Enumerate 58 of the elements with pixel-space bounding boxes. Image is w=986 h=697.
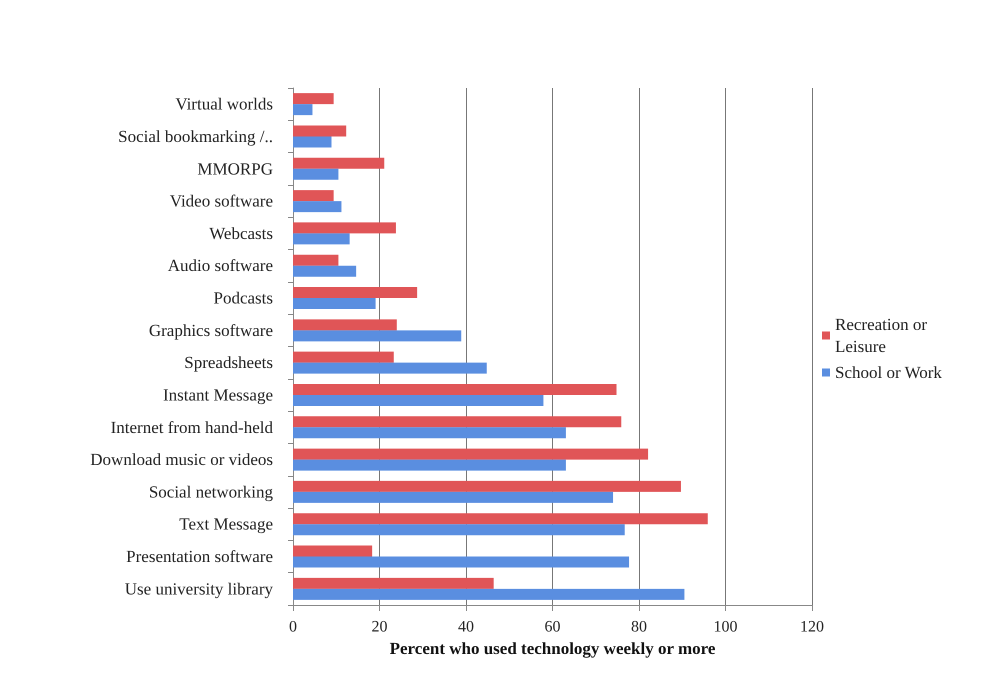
- bar: [293, 168, 338, 180]
- x-tick-label: 20: [372, 618, 388, 636]
- y-tick-label: Social bookmarking /..: [118, 126, 273, 146]
- bar: [293, 136, 332, 148]
- y-tick-label: Download music or videos: [90, 450, 273, 470]
- bar: [293, 588, 684, 600]
- bar: [293, 394, 544, 406]
- bar: [293, 448, 648, 460]
- bar: [293, 524, 625, 536]
- bar: [293, 384, 617, 395]
- y-tick-label: Internet from hand-held: [110, 418, 274, 437]
- x-tick-label: 80: [631, 618, 647, 636]
- bar: [293, 201, 342, 212]
- y-tick-label: Video software: [170, 192, 273, 211]
- bar: [293, 190, 334, 202]
- x-axis-title: Percent who used technology weekly or more: [390, 638, 716, 658]
- y-tick-label: Social networking: [148, 482, 274, 502]
- bar: [293, 556, 630, 568]
- bar: [293, 233, 350, 244]
- y-tick-label: Graphics software: [148, 320, 273, 340]
- bar: [293, 362, 487, 374]
- y-tick-label: Presentation software: [126, 547, 273, 566]
- bar: [293, 416, 622, 428]
- bar: [293, 480, 681, 492]
- bar: [293, 513, 708, 524]
- bar: [293, 492, 614, 503]
- y-tick-label: Virtual worlds: [175, 94, 273, 114]
- y-tick-label: Spreadsheets: [184, 353, 273, 372]
- bar: [293, 125, 346, 136]
- legend-label: Recreation or Leisure: [835, 315, 932, 356]
- bar: [293, 104, 312, 116]
- bar: [293, 352, 394, 363]
- x-tick-label: 40: [458, 618, 474, 636]
- bar: [293, 222, 396, 234]
- y-tick-label: MMORPG: [197, 159, 273, 178]
- bar: [293, 319, 397, 330]
- bar: [293, 578, 494, 589]
- x-tick-label: 60: [544, 618, 560, 636]
- y-tick-label: Webcasts: [209, 224, 273, 243]
- bar: [293, 546, 372, 557]
- y-tick-label: Podcasts: [214, 288, 273, 308]
- bar: [293, 93, 334, 104]
- x-tick-label: 100: [714, 618, 738, 636]
- bar: [293, 330, 462, 342]
- y-tick-label: Audio software: [168, 256, 273, 276]
- y-tick-label: Instant Message: [162, 385, 273, 404]
- y-tick-label: Use university library: [124, 579, 274, 598]
- bar: [293, 427, 566, 438]
- x-tick-label: 0: [289, 618, 297, 636]
- bar: [293, 298, 376, 310]
- bar: [293, 266, 356, 277]
- legend-label: School or Work: [835, 363, 942, 382]
- bar: [293, 460, 566, 471]
- x-tick-label: 120: [800, 618, 824, 636]
- bar: [293, 254, 338, 266]
- bar: [293, 158, 384, 169]
- y-tick-label: Text Message: [179, 514, 273, 534]
- bar: [293, 287, 418, 298]
